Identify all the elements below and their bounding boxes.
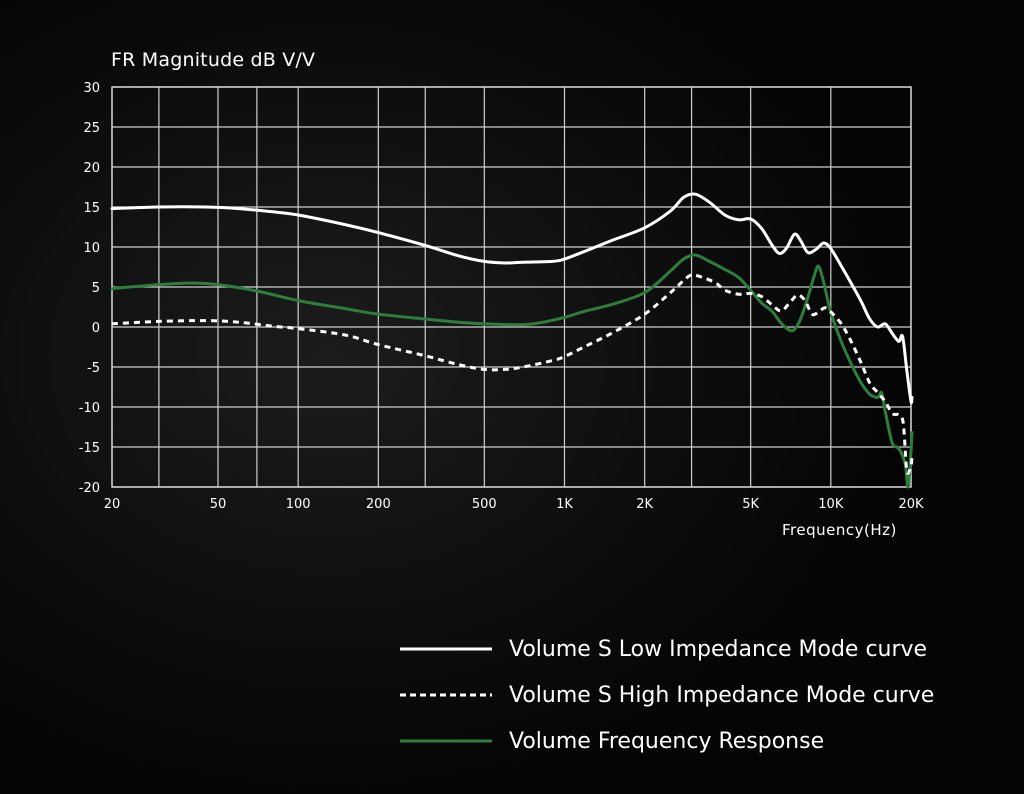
- legend-item-volume-response: Volume Frequency Response: [398, 718, 958, 764]
- y-tick-label: 15: [83, 201, 100, 216]
- x-tick-label: 20K: [898, 497, 924, 512]
- x-tick-label: 50: [210, 497, 227, 512]
- legend-swatch-solid-white: [400, 647, 492, 651]
- y-tick-label: 5: [92, 281, 100, 296]
- legend-item-high-impedance: Volume S High Impedance Mode curve: [398, 672, 958, 718]
- legend-label-low-impedance: Volume S Low Impedance Mode curve: [509, 636, 928, 662]
- y-tick-label: -15: [79, 441, 100, 456]
- x-axis-label: Frequency(Hz): [782, 521, 897, 539]
- legend-swatch-dashed-white: [400, 693, 492, 697]
- legend-item-low-impedance: Volume S Low Impedance Mode curve: [398, 626, 958, 672]
- legend-swatch-solid-green: [400, 739, 492, 743]
- legend: Volume S Low Impedance Mode curve Volume…: [398, 626, 958, 764]
- y-tick-label: 20: [83, 161, 100, 176]
- y-tick-label: 25: [83, 121, 100, 136]
- chart-title: FR Magnitude dB V/V: [111, 49, 316, 71]
- y-tick-label: 0: [92, 321, 100, 336]
- x-tick-label: 500: [472, 497, 497, 512]
- grid: [111, 86, 912, 488]
- x-tick-label: 20: [104, 497, 121, 512]
- series-line-low-impedance: [110, 192, 914, 405]
- y-tick-label: 30: [83, 81, 100, 96]
- series-lines: [110, 192, 914, 489]
- x-tick-label: 10K: [818, 497, 844, 512]
- plot-border: [111, 86, 912, 488]
- x-tick-label: 100: [286, 497, 311, 512]
- x-tick-label: 200: [366, 497, 391, 512]
- x-tick-label: 1K: [556, 497, 573, 512]
- series-line-volume-response: [110, 253, 914, 489]
- y-tick-label: -5: [87, 361, 100, 376]
- y-tick-label: -10: [79, 401, 100, 416]
- y-tick-label: 10: [83, 241, 100, 256]
- y-axis-tick-labels: 30 25 20 15 10 5 0 -5 -10 -15 -20: [79, 81, 100, 496]
- x-tick-label: 5K: [742, 497, 759, 512]
- legend-label-high-impedance: Volume S High Impedance Mode curve: [509, 682, 935, 708]
- x-tick-label: 2K: [636, 497, 653, 512]
- legend-label-volume-response: Volume Frequency Response: [509, 728, 825, 754]
- x-axis-tick-labels: 20 50 100 200 500 1K 2K 5K 10K 20K: [104, 497, 924, 512]
- y-tick-label: -20: [79, 481, 100, 496]
- series-line-high-impedance: [111, 273, 914, 475]
